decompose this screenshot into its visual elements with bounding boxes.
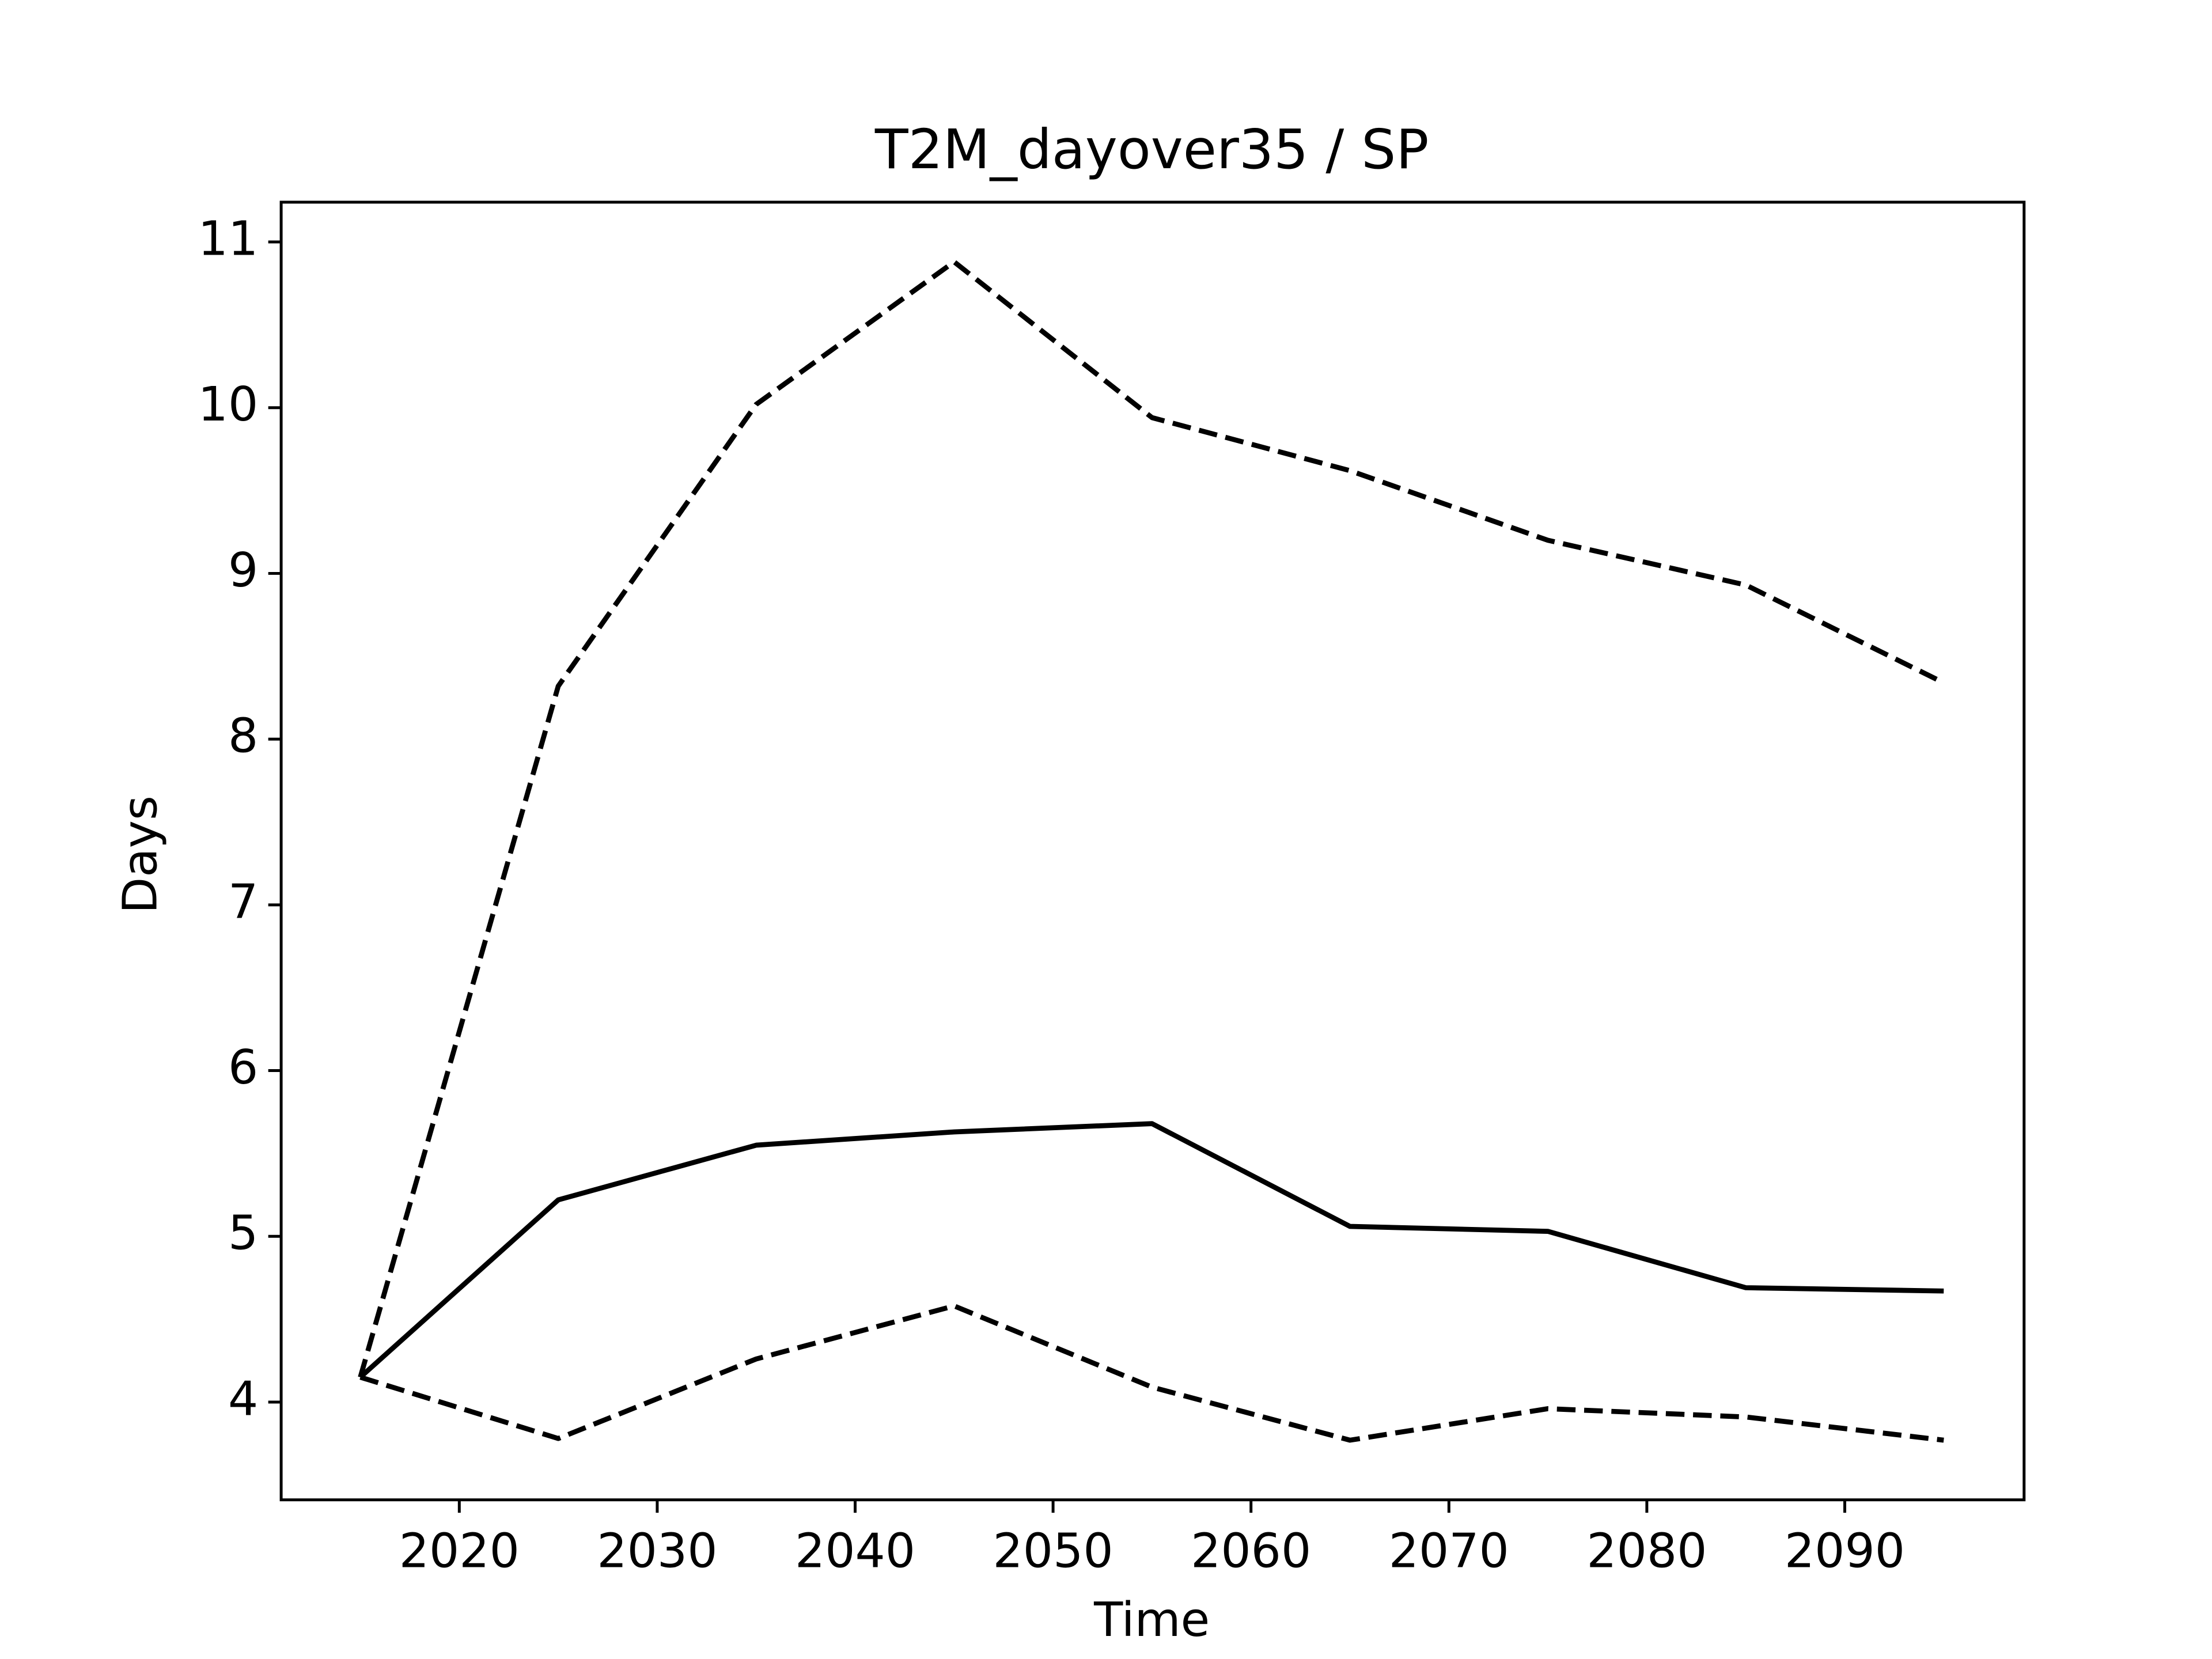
x-tick-label: 2040 xyxy=(795,1524,915,1579)
x-tick-label: 2030 xyxy=(597,1524,717,1579)
y-tick-label: 8 xyxy=(228,709,258,764)
x-tick-label: 2050 xyxy=(993,1524,1113,1579)
y-tick-label: 9 xyxy=(228,543,258,598)
y-tick-label: 10 xyxy=(198,377,259,432)
x-tick-label: 2060 xyxy=(1191,1524,1311,1579)
y-tick-label: 6 xyxy=(228,1040,258,1095)
plot-frame xyxy=(279,200,2026,1502)
y-tick-label: 11 xyxy=(198,211,259,266)
x-tick-label: 2090 xyxy=(1785,1524,1905,1579)
line-series xyxy=(358,1121,1944,1380)
y-tick-label: 4 xyxy=(228,1372,258,1426)
y-tick-label: 7 xyxy=(228,874,258,929)
x-tick-label: 2020 xyxy=(399,1524,520,1579)
y-axis-label: Days xyxy=(113,796,168,914)
line-series xyxy=(358,259,1945,1378)
x-axis-label: Time xyxy=(1093,1593,1210,1647)
x-tick-label: 2070 xyxy=(1389,1524,1509,1579)
x-tick-label: 2080 xyxy=(1586,1524,1707,1579)
chart-title: T2M_dayover35 / SP xyxy=(874,118,1429,181)
y-tick-label: 5 xyxy=(228,1206,258,1261)
line-series xyxy=(359,1303,1944,1443)
